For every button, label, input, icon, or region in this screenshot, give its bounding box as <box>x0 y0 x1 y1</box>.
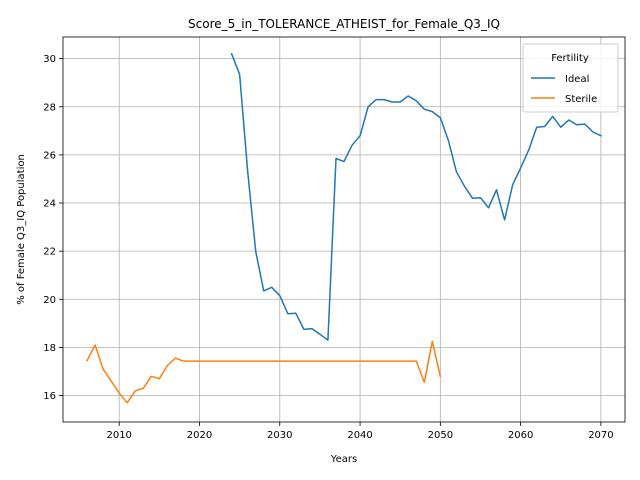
x-tick-label: 2030 <box>267 430 292 441</box>
series-layer <box>86 52 602 404</box>
y-tick-label: 16 <box>43 391 56 402</box>
legend: Fertility Ideal Sterile <box>522 43 619 113</box>
legend-box <box>522 43 619 113</box>
plot-frame <box>62 36 626 423</box>
y-tick-label: 18 <box>43 343 56 354</box>
y-tick-label: 30 <box>43 54 56 65</box>
y-tick-label: 22 <box>43 247 56 258</box>
y-tick-label: 26 <box>43 150 56 161</box>
y-tick-label: 20 <box>43 295 56 306</box>
axis-ticks: 2010 2020 2030 2040 2050 2060 2070 16 18 20 22 24 26… <box>43 54 613 441</box>
chart-title: Score_5_in_TOLERANCE_ATHEIST_for_Female_… <box>188 17 500 31</box>
legend-label-sterile: Sterile <box>565 94 597 105</box>
legend-title: Fertility <box>551 53 589 64</box>
y-tick-label: 28 <box>43 102 56 113</box>
y-tick-label: 24 <box>43 199 56 210</box>
x-tick-label: 2010 <box>106 430 131 441</box>
x-tick-label: 2070 <box>588 430 613 441</box>
x-tick-label: 2050 <box>428 430 453 441</box>
x-tick-label: 2040 <box>347 430 372 441</box>
y-axis-label: % of Female Q3_IQ Population <box>16 154 27 305</box>
series-line-sterile <box>86 340 442 404</box>
series-line-ideal <box>230 52 602 341</box>
x-tick-label: 2020 <box>187 430 212 441</box>
x-tick-label: 2060 <box>508 430 533 441</box>
x-axis-label: Years <box>330 454 357 465</box>
legend-label-ideal: Ideal <box>565 74 589 85</box>
